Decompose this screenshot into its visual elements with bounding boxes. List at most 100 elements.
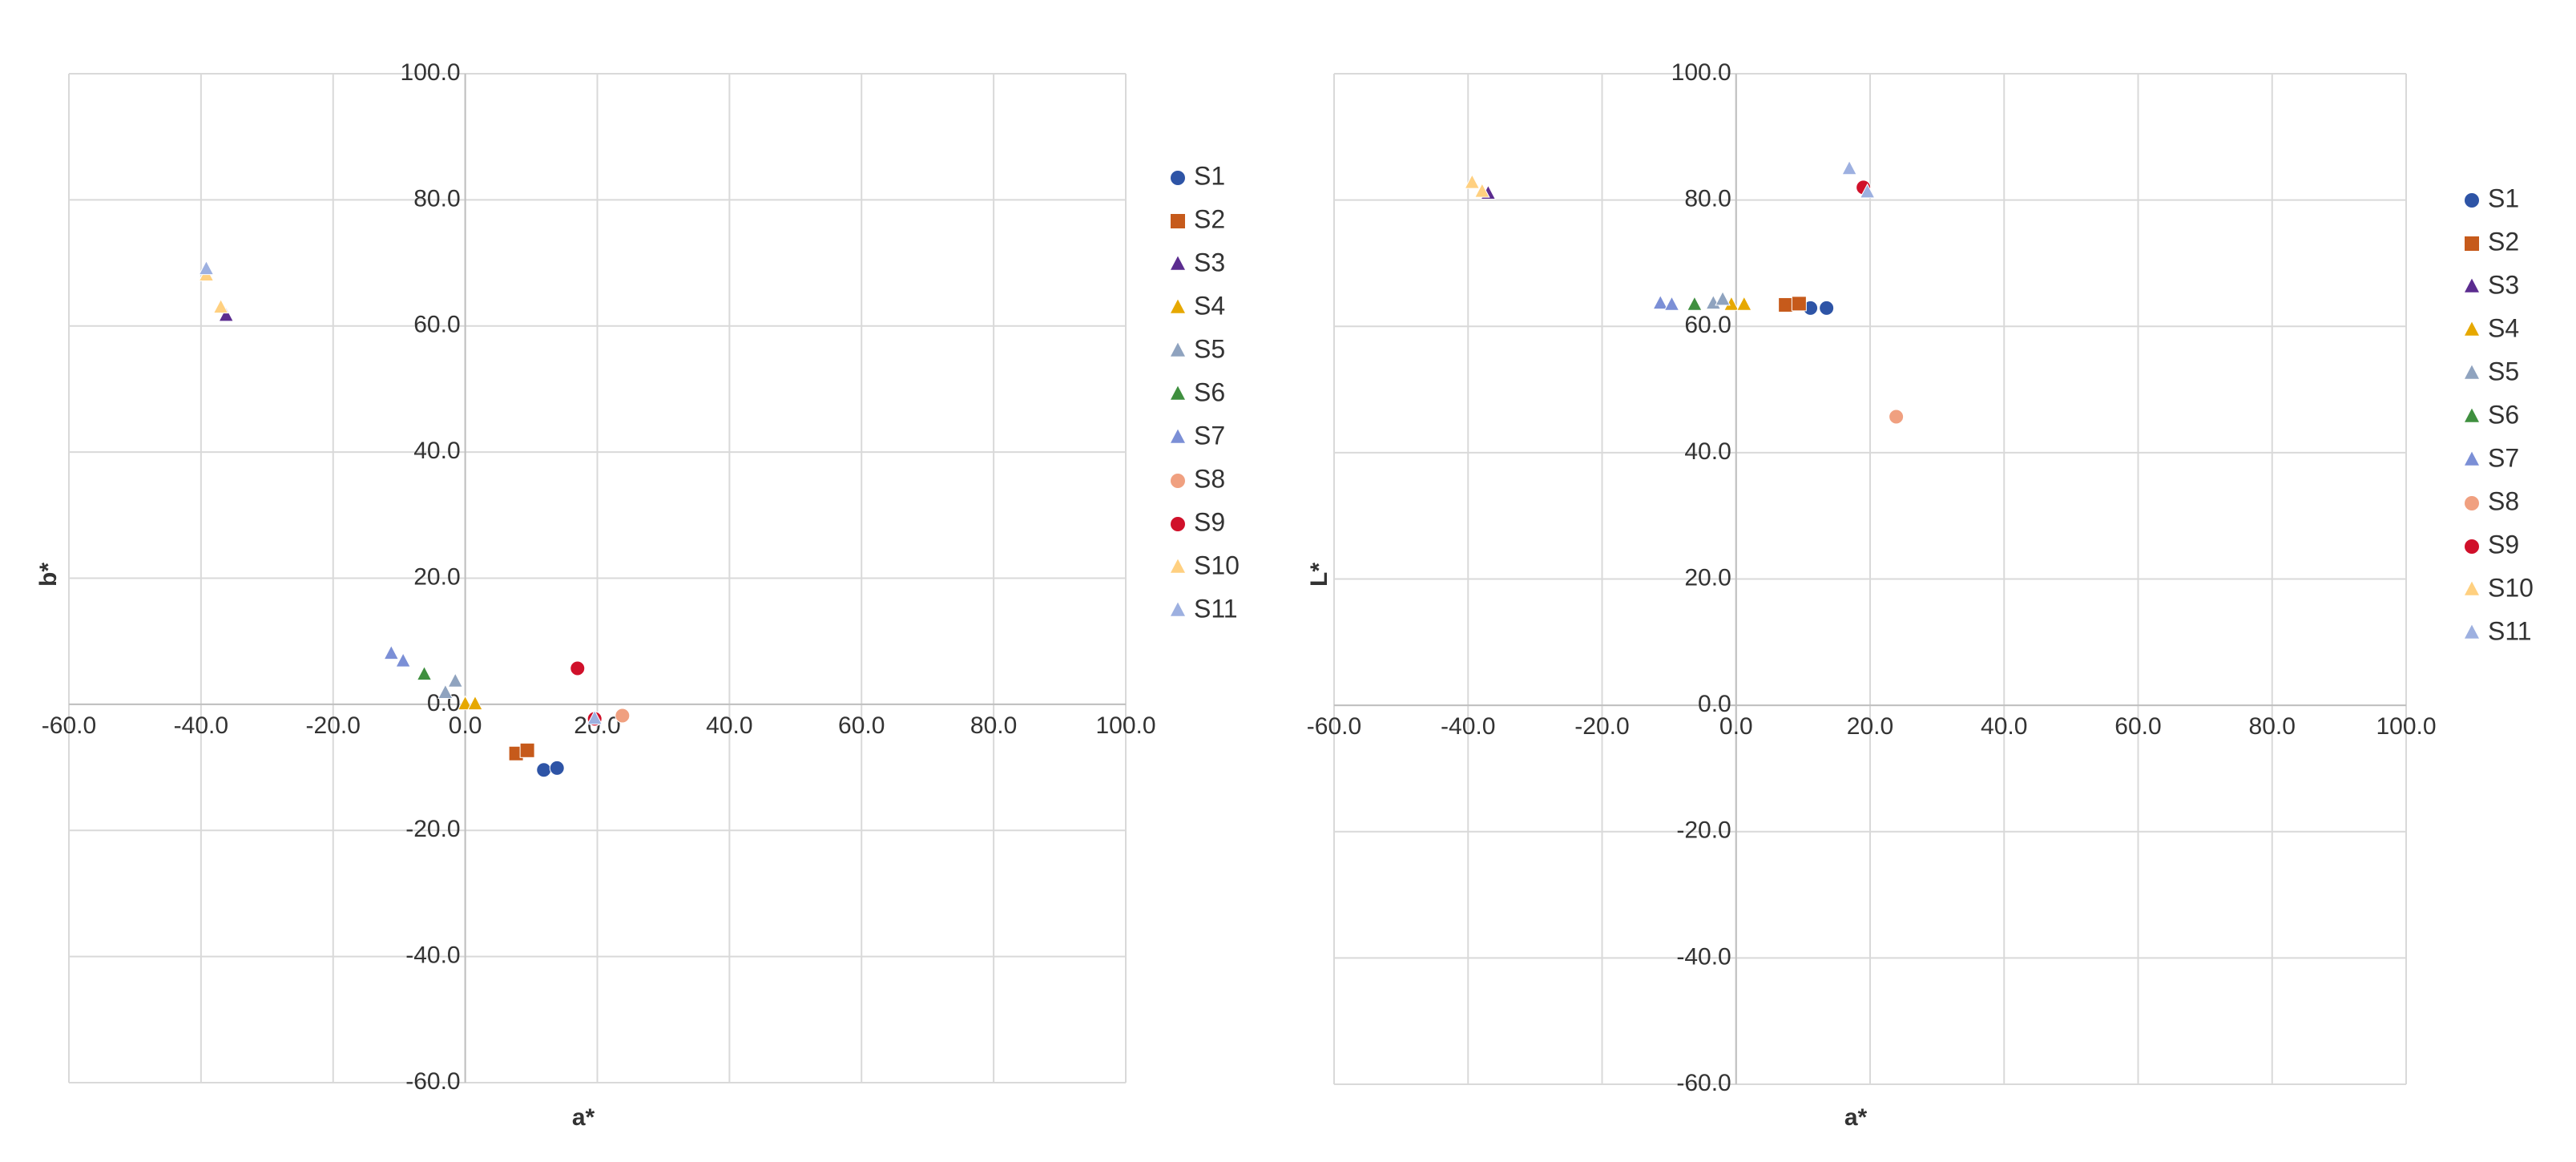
data-point [1778,297,1794,313]
y-axis-title: L* [1306,563,1332,587]
legend-label: S11 [2488,616,2532,645]
legend-label: S11 [1194,594,1238,623]
data-point [212,298,229,314]
legend-label: S7 [1194,421,1225,450]
x-tick-label: 80.0 [2249,713,2296,740]
y-tick-label: 40.0 [413,438,460,464]
y-tick-label: 100.0 [1671,59,1731,86]
x-tick-label: -60.0 [1307,713,1361,740]
legend-marker [2465,193,2479,208]
x-tick-label: 100.0 [2376,713,2436,740]
x-tick-label: -20.0 [1574,713,1629,740]
x-tick-label: 0.0 [1719,713,1753,740]
legend-label: S10 [2488,573,2534,602]
data-point [549,760,565,776]
x-tick-label: -40.0 [174,712,228,739]
y-tick-label: 60.0 [413,312,460,338]
data-point [519,742,535,758]
y-tick-label: -20.0 [405,816,460,842]
y-tick-label: -60.0 [1676,1070,1731,1096]
data-point [615,708,631,724]
y-axis-title: b* [35,563,62,587]
legend-label: S4 [1194,291,1225,320]
data-point [570,660,586,676]
legend-marker [2465,496,2479,510]
legend-label: S6 [2488,400,2519,429]
data-point [1663,296,1680,311]
x-tick-label: 60.0 [838,712,885,739]
data-point [1464,173,1481,189]
legend-label: S5 [1194,334,1225,363]
x-tick-label: 60.0 [2114,713,2161,740]
x-tick-label: 40.0 [706,712,752,739]
legend-marker [1171,299,1185,313]
data-point [395,652,411,668]
y-tick-label: 20.0 [413,563,460,590]
legend-label: S9 [1194,507,1225,536]
x-tick-label: 20.0 [1847,713,1893,740]
legend-marker [2465,408,2479,422]
data-point [1841,159,1857,176]
legend-marker [1171,171,1185,185]
x-axis-title: a* [572,1104,595,1131]
legend-marker [2465,365,2479,379]
legend-label: S3 [1194,248,1225,276]
y-tick-label: 60.0 [1684,312,1731,338]
legend-marker [2465,321,2479,336]
legend-label: S1 [1194,161,1225,190]
legend-marker [1171,256,1185,270]
data-point [457,695,474,711]
legend-marker [1171,385,1185,400]
legend-label: S6 [1194,377,1225,406]
data-point [1652,294,1669,310]
x-tick-label: 0.0 [449,712,482,739]
legend-label: S9 [2488,530,2519,559]
data-point [1473,182,1490,198]
legend-label: S10 [1194,551,1240,579]
legend-label: S2 [1194,204,1225,233]
legend-marker [1171,342,1185,357]
y-tick-label: 40.0 [1684,438,1731,465]
legend-marker [1171,429,1185,443]
legend-marker [1171,214,1185,228]
data-point [416,665,433,681]
y-tick-label: -40.0 [405,942,460,969]
legend-marker [1171,602,1185,616]
legend-marker [2465,581,2479,595]
legend-marker [2465,236,2479,251]
x-tick-label: 100.0 [1095,712,1155,739]
data-point [437,684,454,699]
legend-label: S8 [2488,486,2519,515]
data-point [218,306,235,322]
legend-marker [1171,474,1185,488]
data-point [1791,296,1807,312]
legend-marker [2465,624,2479,639]
data-point [1819,300,1835,316]
y-tick-label: -40.0 [1676,943,1731,970]
y-tick-label: -20.0 [1676,817,1731,844]
y-tick-label: 0.0 [1698,691,1731,717]
data-point [1715,290,1731,306]
legend-label: S2 [2488,227,2519,256]
legend-label: S1 [2488,184,2519,212]
data-point [1735,296,1752,311]
legend-label: S5 [2488,357,2519,385]
legend-label: S7 [2488,443,2519,472]
data-point [1859,183,1876,199]
data-point [198,260,215,276]
x-axis-title: a* [1844,1104,1868,1131]
legend-label: S3 [2488,270,2519,299]
y-tick-label: 80.0 [413,185,460,212]
y-tick-label: 80.0 [1684,186,1731,212]
data-point [1687,296,1703,311]
data-point [587,709,603,725]
y-tick-label: 20.0 [1684,564,1731,591]
legend-marker [1171,517,1185,531]
legend-label: S4 [2488,313,2519,342]
x-tick-label: -20.0 [306,712,361,739]
data-point [467,695,483,711]
legend-marker [2465,451,2479,466]
legend-marker [1171,559,1185,573]
x-tick-label: -40.0 [1441,713,1495,740]
